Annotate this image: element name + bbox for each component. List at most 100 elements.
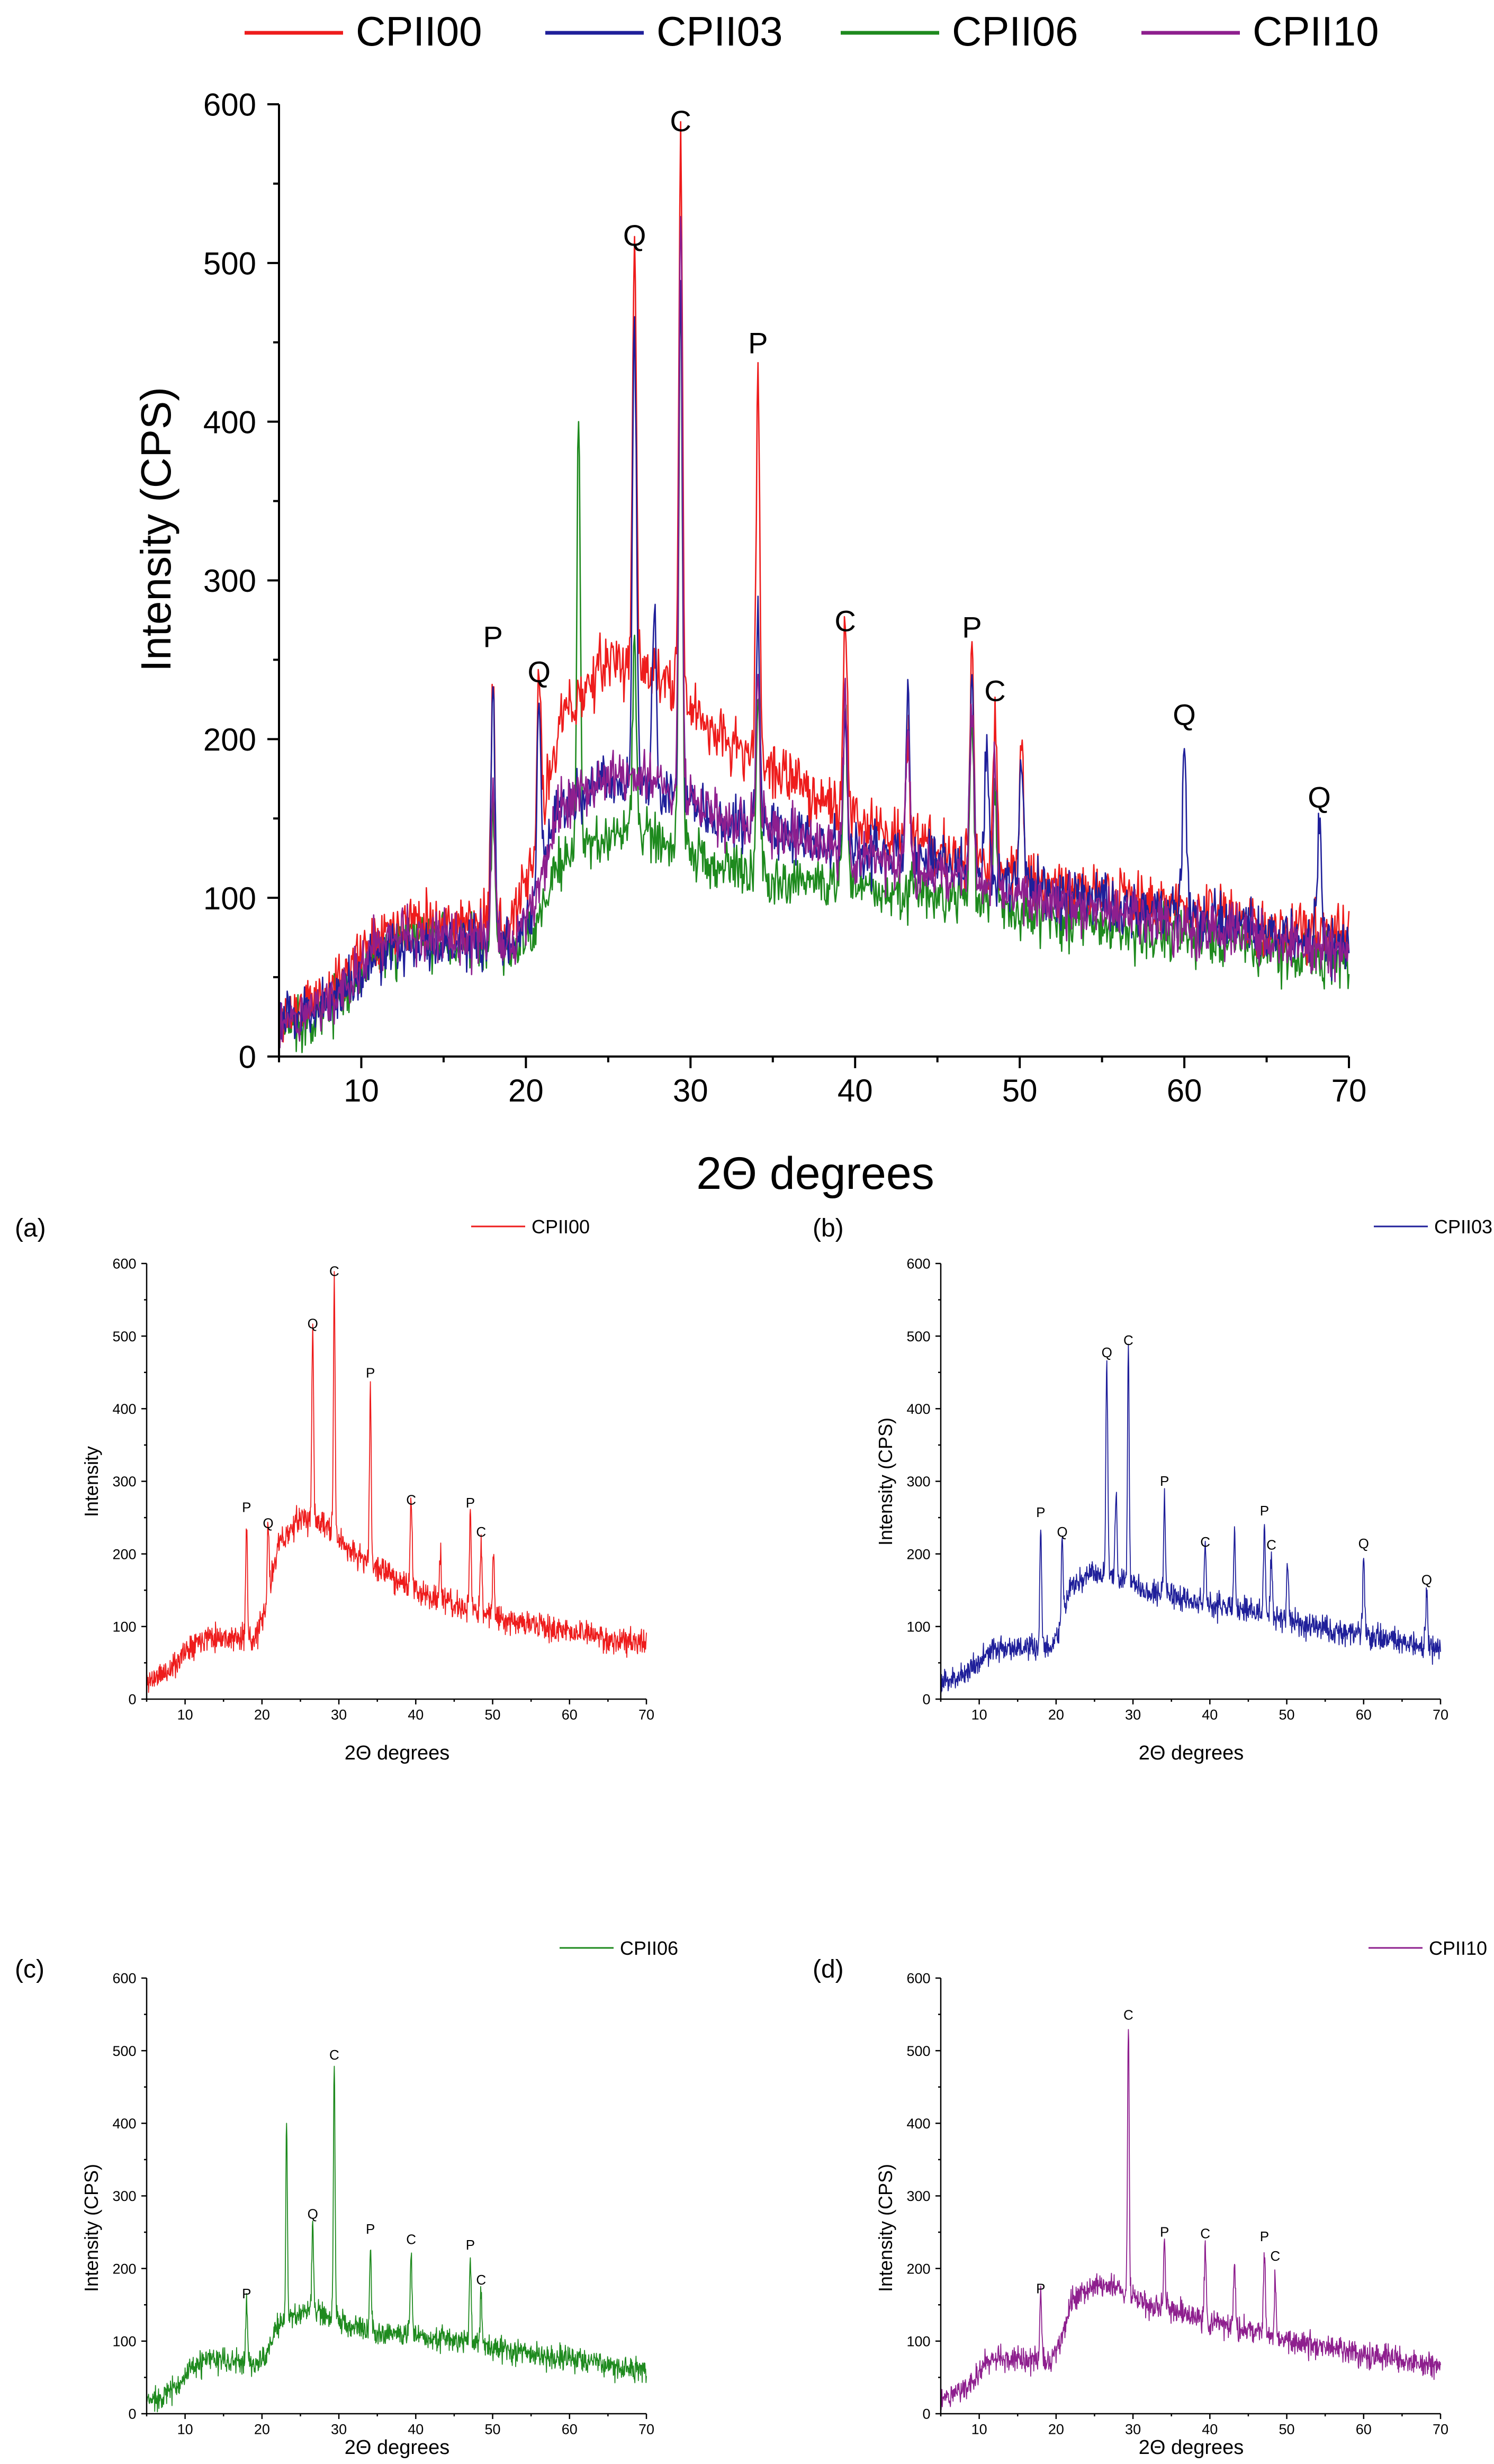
- c-peak-label: P: [366, 2221, 375, 2237]
- d-series-cpii10: [940, 2029, 1441, 2411]
- b-x-tick-label: 50: [1279, 1707, 1295, 1722]
- c-y-tick-label: 200: [112, 2261, 136, 2277]
- c-x-tick-label: 20: [254, 2421, 270, 2437]
- main-legend-label-cpii00: CPII00: [356, 8, 482, 55]
- b-x-tick-label: 30: [1125, 1707, 1141, 1722]
- d-y-tick-label: 0: [923, 2406, 931, 2422]
- d-peak-label: P: [1036, 2281, 1045, 2297]
- d-x-tick-label: 40: [1202, 2421, 1218, 2437]
- panel-b-axes: 10 20 30 40 50 60 70 0 100 200 300 400 500 600: [906, 1256, 1448, 1723]
- d-y-tick-label: 400: [906, 2116, 930, 2132]
- b-y-tick-label: 600: [906, 1256, 930, 1272]
- c-peak-label: C: [329, 2047, 339, 2063]
- d-peak-label: C: [1123, 2007, 1133, 2023]
- panel-d-chart: (d) CPII10 10 20 30 40 50 60 70 0 100 200 300 400 50…: [813, 1937, 1487, 2459]
- b-y-tick-label: 0: [923, 1692, 931, 1708]
- d-x-tick-label: 70: [1433, 2421, 1448, 2437]
- b-series-cpii03: [940, 1343, 1441, 1694]
- main-x-tick-label: 10: [344, 1073, 379, 1108]
- b-peak-label: C: [1200, 1534, 1210, 1550]
- main-peak-label: P: [962, 610, 982, 644]
- panel-d-y-axis-title: Intensity (CPS): [875, 2164, 896, 2292]
- main-peak-label: C: [670, 104, 691, 138]
- main-chart: CPII00 CPII03 CPII06 CPII10 10 20 30 40 50 60…: [132, 8, 1379, 1199]
- a-peak-label: P: [466, 1495, 475, 1511]
- a-peak-label: C: [406, 1492, 416, 1508]
- b-peak-label: C: [1266, 1537, 1276, 1553]
- a-peak-label: P: [366, 1365, 375, 1381]
- b-peak-label: Q: [1358, 1536, 1369, 1551]
- b-x-tick-label: 10: [971, 1707, 987, 1722]
- a-peak-label: Q: [263, 1515, 273, 1531]
- main-axes: 10 20 30 40 50 60 70 0 100 200 300 400 500 600: [203, 87, 1366, 1108]
- main-peak-label: Q: [1173, 698, 1196, 731]
- a-x-tick-label: 50: [485, 1707, 501, 1722]
- a-series-cpii00: [146, 1271, 647, 1693]
- main-peak-label: Q: [527, 655, 551, 688]
- main-x-tick-label: 50: [1002, 1073, 1038, 1108]
- a-y-tick-label: 400: [112, 1401, 136, 1417]
- d-peak-label: P: [1160, 2224, 1169, 2240]
- b-peak-label: Q: [1057, 1524, 1067, 1540]
- d-y-tick-label: 100: [906, 2334, 930, 2350]
- a-y-tick-label: 300: [112, 1474, 136, 1490]
- main-y-axis-title: Intensity (CPS): [132, 387, 179, 672]
- panel-a-label: (a): [15, 1214, 46, 1242]
- panel-c-annotations: P Q C P C P C: [242, 2047, 486, 2301]
- main-x-tick-label: 40: [838, 1073, 873, 1108]
- panel-c-y-axis-title: Intensity (CPS): [80, 2164, 102, 2292]
- a-y-tick-label: 600: [112, 1256, 136, 1272]
- main-legend: CPII00 CPII03 CPII06 CPII10: [245, 8, 1379, 55]
- panel-d-x-axis-title: 2Θ degrees: [1139, 2436, 1244, 2459]
- c-peak-label: P: [466, 2237, 475, 2253]
- c-peak-label: P: [242, 2286, 251, 2301]
- main-peak-label: Q: [1308, 780, 1331, 814]
- b-y-tick-label: 300: [906, 1474, 930, 1490]
- d-x-tick-label: 60: [1356, 2421, 1372, 2437]
- main-y-tick-label: 400: [203, 404, 256, 440]
- c-y-tick-label: 400: [112, 2116, 136, 2132]
- c-x-tick-label: 60: [562, 2421, 578, 2437]
- c-y-tick-label: 600: [112, 1971, 136, 1987]
- main-legend-label-cpii10: CPII10: [1253, 8, 1379, 55]
- c-peak-label: Q: [308, 2206, 318, 2222]
- main-y-tick-label: 200: [203, 722, 256, 757]
- a-x-tick-label: 20: [254, 1707, 270, 1722]
- panel-c-chart: (c) CPII06 10 20 30 40 50 60 70 0 100 200 300 400 50…: [15, 1937, 678, 2459]
- c-x-tick-label: 40: [408, 2421, 424, 2437]
- main-peak-label: P: [748, 327, 768, 360]
- panel-c-legend-label: CPII06: [620, 1937, 678, 1959]
- main-peak-label: Q: [623, 219, 646, 252]
- panel-b-y-axis-title: Intensity (CPS): [875, 1418, 896, 1546]
- d-y-tick-label: 500: [906, 2043, 930, 2059]
- a-peak-label: C: [329, 1263, 339, 1279]
- panel-b-x-axis-title: 2Θ degrees: [1139, 1742, 1244, 1764]
- main-y-tick-label: 300: [203, 563, 256, 599]
- c-peak-label: C: [406, 2231, 416, 2247]
- c-peak-label: C: [476, 2272, 486, 2288]
- d-peak-label: P: [1260, 2228, 1269, 2244]
- b-x-tick-label: 40: [1202, 1707, 1218, 1722]
- d-x-tick-label: 30: [1125, 2421, 1141, 2437]
- d-peak-label: C: [1270, 2248, 1280, 2264]
- d-x-tick-label: 50: [1279, 2421, 1295, 2437]
- c-y-tick-label: 500: [112, 2043, 136, 2059]
- panel-d-axes: 10 20 30 40 50 60 70 0 100 200 300 400 500 600: [906, 1971, 1448, 2438]
- panel-a-x-axis-title: 2Θ degrees: [345, 1742, 450, 1764]
- b-y-tick-label: 500: [906, 1329, 930, 1344]
- main-x-tick-label: 60: [1167, 1073, 1202, 1108]
- b-peak-label: P: [1036, 1504, 1045, 1520]
- panel-a-legend-label: CPII00: [532, 1216, 590, 1238]
- main-legend-label-cpii03: CPII03: [656, 8, 782, 55]
- main-x-tick-label: 30: [673, 1073, 708, 1108]
- a-x-tick-label: 30: [331, 1707, 347, 1722]
- c-x-tick-label: 50: [485, 2421, 501, 2437]
- c-y-tick-label: 0: [129, 2406, 137, 2422]
- main-y-tick-label: 100: [203, 881, 256, 916]
- a-x-tick-label: 60: [562, 1707, 578, 1722]
- panel-d-legend-label: CPII10: [1429, 1937, 1487, 1959]
- panel-a-axes: 10 20 30 40 50 60 70 0 100 200 300 400 500 600: [112, 1256, 654, 1723]
- b-x-tick-label: 20: [1048, 1707, 1064, 1722]
- a-y-tick-label: 100: [112, 1619, 136, 1635]
